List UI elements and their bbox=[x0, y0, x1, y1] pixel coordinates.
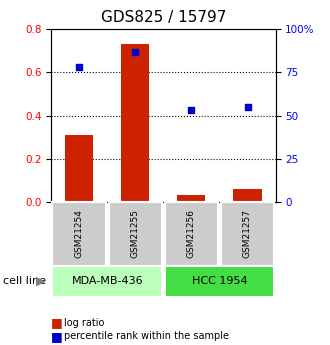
Title: GDS825 / 15797: GDS825 / 15797 bbox=[101, 10, 226, 26]
Text: HCC 1954: HCC 1954 bbox=[192, 276, 247, 286]
Point bbox=[133, 49, 138, 55]
Text: ▶: ▶ bbox=[36, 275, 46, 288]
Point bbox=[245, 104, 250, 110]
Bar bbox=[65, 135, 93, 202]
Bar bbox=[234, 189, 262, 202]
Text: cell line: cell line bbox=[3, 276, 46, 286]
Text: GSM21255: GSM21255 bbox=[131, 209, 140, 258]
Text: log ratio: log ratio bbox=[64, 318, 105, 327]
Text: GSM21256: GSM21256 bbox=[187, 209, 196, 258]
Bar bbox=[178, 195, 205, 202]
Bar bbox=[121, 45, 149, 202]
Point bbox=[189, 108, 194, 113]
Text: GSM21257: GSM21257 bbox=[243, 209, 252, 258]
Text: percentile rank within the sample: percentile rank within the sample bbox=[64, 332, 229, 341]
Text: MDA-MB-436: MDA-MB-436 bbox=[71, 276, 143, 286]
Point bbox=[77, 65, 82, 70]
Text: ■: ■ bbox=[51, 330, 63, 343]
Text: ■: ■ bbox=[51, 316, 63, 329]
Text: GSM21254: GSM21254 bbox=[75, 209, 84, 258]
